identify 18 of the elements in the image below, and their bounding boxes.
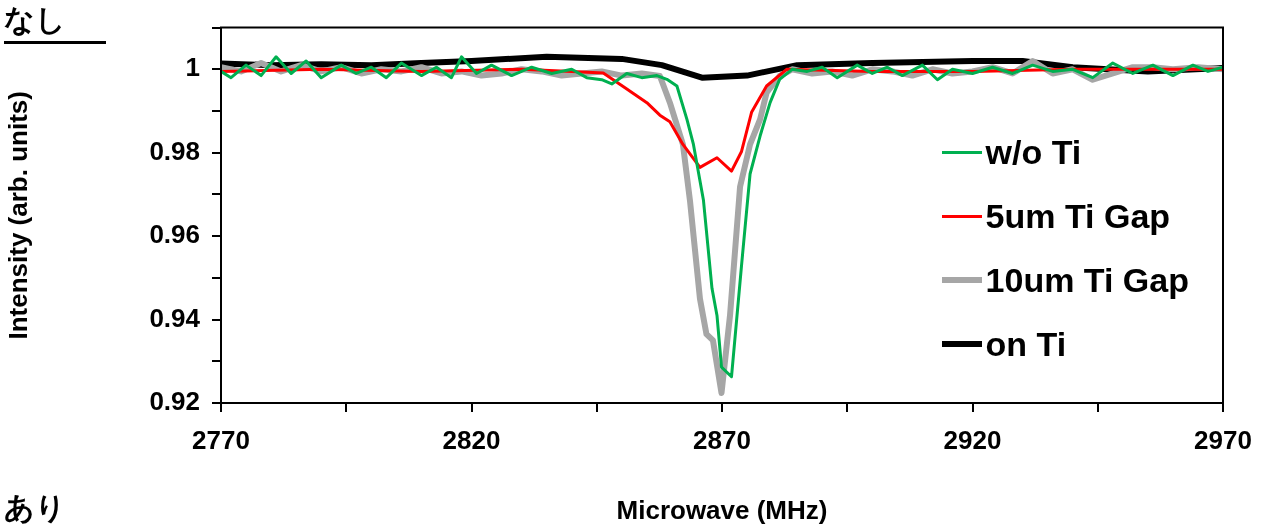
legend-label: 10um Ti Gap <box>985 260 1189 300</box>
y-axis-title: Intensity (arb. units) <box>2 91 33 340</box>
text: なし <box>4 0 106 44</box>
legend-label: 5um Ti Gap <box>985 196 1171 236</box>
x-tick-label: 2870 <box>693 424 751 455</box>
legend-label: on Ti <box>985 324 1067 364</box>
legend-label: w/o Ti <box>985 132 1082 172</box>
x-tick-label: 2770 <box>192 424 250 455</box>
text: あり <box>4 489 66 527</box>
y-tick-label: 0.94 <box>149 302 201 333</box>
y-tick-label: 0.92 <box>149 386 200 417</box>
x-tick-label: 2970 <box>1194 424 1252 455</box>
y-tick-label: 1 <box>185 52 200 83</box>
y-tick-label: 0.96 <box>149 219 200 250</box>
x-tick-label: 2820 <box>442 424 501 455</box>
y-tick-label: 0.98 <box>149 135 200 166</box>
x-axis-title: Microwave (MHz) <box>616 494 828 525</box>
x-tick-label: 2920 <box>943 424 1002 455</box>
